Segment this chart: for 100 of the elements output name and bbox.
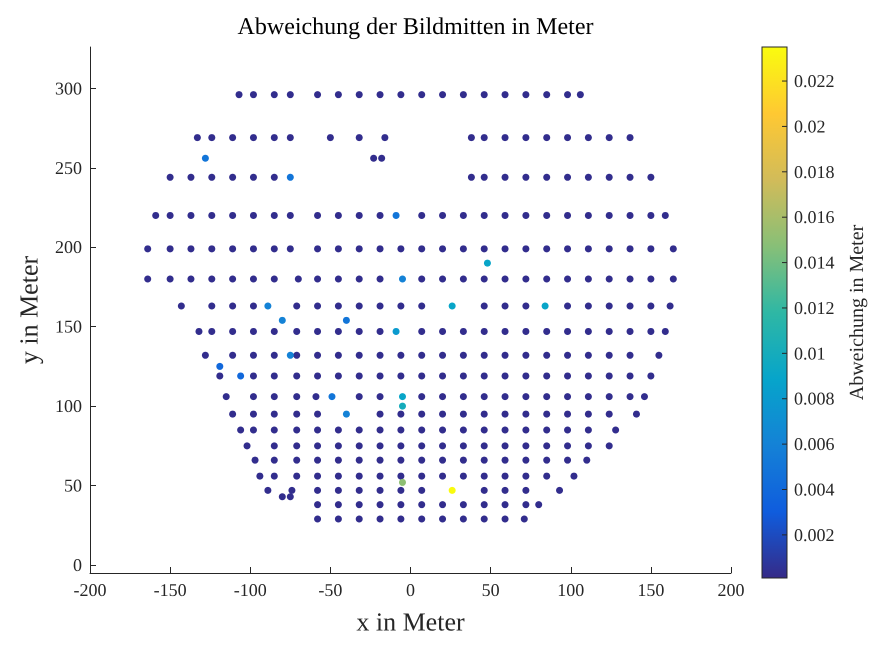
point — [418, 486, 426, 494]
point — [662, 328, 669, 335]
point — [670, 245, 677, 252]
point — [522, 276, 530, 283]
point — [502, 276, 509, 283]
point — [418, 276, 426, 283]
point — [250, 245, 257, 252]
point — [612, 426, 620, 434]
point — [229, 328, 236, 335]
point — [250, 372, 257, 380]
point — [522, 393, 530, 400]
point — [522, 426, 530, 434]
point — [356, 134, 363, 142]
point — [356, 302, 363, 310]
point — [202, 352, 209, 359]
point — [543, 442, 550, 450]
point — [244, 442, 251, 450]
point — [584, 372, 592, 380]
point — [293, 442, 300, 450]
point — [250, 393, 257, 400]
point — [229, 276, 236, 283]
point — [584, 393, 592, 400]
color-bar-label: 0.008 — [794, 388, 834, 409]
point — [256, 472, 264, 480]
color-bar-label: 0.004 — [794, 480, 834, 500]
point — [502, 501, 509, 508]
point — [229, 134, 236, 142]
point — [418, 515, 426, 522]
point — [397, 245, 404, 252]
point — [278, 316, 286, 324]
point — [460, 410, 467, 418]
point — [502, 426, 509, 434]
point — [480, 426, 488, 434]
point — [480, 472, 488, 480]
point — [480, 442, 488, 450]
point — [418, 393, 426, 400]
point — [522, 472, 530, 480]
point — [564, 212, 572, 219]
point — [356, 426, 363, 434]
point — [293, 352, 300, 359]
point — [270, 393, 278, 400]
point — [418, 328, 426, 335]
point — [314, 410, 322, 418]
point — [460, 91, 467, 98]
point — [584, 134, 592, 142]
point — [439, 515, 446, 522]
point — [448, 486, 456, 494]
point — [356, 501, 363, 508]
x-tick-label: 200 — [718, 580, 744, 600]
point — [460, 352, 467, 359]
point — [286, 174, 294, 181]
point — [522, 456, 530, 464]
point — [314, 501, 322, 508]
y-tick-label: 50 — [64, 476, 82, 496]
point — [270, 91, 278, 98]
point — [376, 472, 384, 480]
point — [288, 486, 296, 494]
point — [543, 410, 550, 418]
point — [376, 212, 384, 219]
point — [480, 501, 488, 508]
point — [334, 302, 342, 310]
point — [522, 174, 530, 181]
color-bar-label: 0.006 — [794, 434, 834, 454]
point — [543, 245, 550, 252]
point — [314, 472, 322, 480]
point — [522, 212, 530, 219]
point — [480, 302, 488, 310]
point — [397, 486, 404, 494]
point — [356, 245, 363, 252]
point — [584, 302, 592, 310]
color-bar-label: 0.014 — [794, 252, 834, 273]
point — [314, 515, 322, 522]
point — [543, 472, 550, 480]
point — [195, 328, 202, 335]
point — [640, 393, 648, 400]
y-tick-label: 0 — [73, 555, 82, 576]
point — [480, 410, 488, 418]
point — [502, 372, 509, 380]
point — [376, 426, 384, 434]
point — [522, 410, 530, 418]
point — [655, 352, 662, 359]
point — [564, 393, 572, 400]
point — [166, 245, 174, 252]
point — [520, 515, 528, 522]
point — [356, 372, 363, 380]
point — [584, 174, 592, 181]
point — [270, 174, 278, 181]
point — [502, 410, 509, 418]
point — [334, 212, 342, 219]
point — [144, 276, 152, 283]
point — [543, 134, 550, 142]
point — [522, 134, 530, 142]
point — [376, 456, 384, 464]
point — [229, 352, 236, 359]
point — [334, 486, 342, 494]
point — [502, 91, 509, 98]
point — [502, 174, 509, 181]
point — [376, 328, 384, 335]
point — [270, 456, 278, 464]
point — [606, 352, 613, 359]
